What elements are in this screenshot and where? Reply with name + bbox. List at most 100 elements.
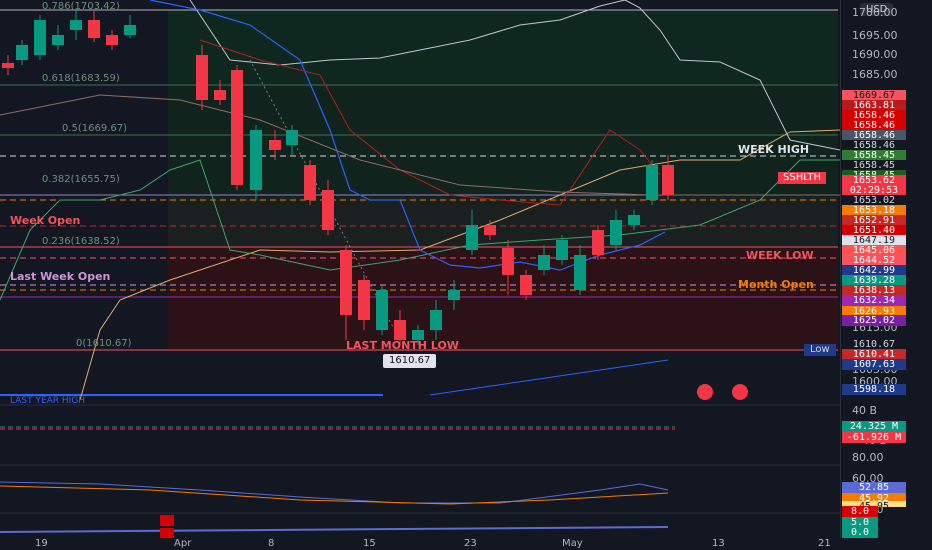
ind2-tick-60: 60.00	[852, 472, 884, 485]
candle-body	[556, 240, 568, 260]
candle-body	[106, 35, 118, 45]
candle-body	[340, 250, 352, 315]
price-badge: 1658.46	[842, 110, 906, 121]
price-badge: 1607.63	[842, 359, 906, 370]
price-badge: 1644.52	[842, 255, 906, 266]
price-badge: 1647.19	[842, 235, 906, 246]
price-badge: 1638.13	[842, 285, 906, 296]
price-badge: 1610.67	[842, 339, 906, 350]
candle-body	[124, 25, 136, 35]
time-axis[interactable]	[0, 538, 932, 550]
candle-body	[231, 70, 243, 185]
candle-body	[466, 225, 478, 250]
time-label-19: 19	[35, 538, 48, 549]
candle-body	[412, 330, 424, 340]
price-badge: 1651.40	[842, 225, 906, 236]
ind3-badge-1: 8.0	[842, 506, 878, 517]
fib-0786-label: 0.786(1703.42)	[42, 1, 120, 12]
candle-body	[52, 35, 64, 45]
event-icon[interactable]	[697, 384, 713, 400]
low-value-tooltip: 1610.67	[383, 354, 437, 368]
price-badge: 1598.18	[842, 384, 906, 395]
price-badge: 1610.41	[842, 349, 906, 360]
week-low-label: WEEK LOW	[746, 249, 814, 262]
last-week-open-label: Last Week Open	[10, 270, 111, 283]
candle-body	[250, 130, 262, 190]
candle-body	[16, 45, 28, 60]
symbol-tag[interactable]: SSHLTH	[778, 172, 827, 184]
price-badge: 1645.06	[842, 245, 906, 256]
price-badge: 1658.46	[842, 120, 906, 131]
d-marker	[160, 515, 174, 526]
candle-body	[88, 20, 100, 38]
candle-body	[214, 90, 226, 100]
time-label-8: 8	[268, 538, 275, 549]
candle-body	[322, 190, 334, 230]
ind2-badge-3: 45.95	[842, 501, 906, 507]
last-year-high-label: LAST YEAR HIGH	[10, 396, 86, 406]
price-tick: 1695.00	[852, 29, 898, 42]
candle-body	[304, 165, 316, 200]
price-tick: 1685.00	[852, 68, 898, 81]
week-high-label: WEEK HIGH	[738, 143, 810, 156]
price-tick: 1690.00	[852, 48, 898, 61]
price-badge: 1663.81	[842, 100, 906, 111]
candle-body	[574, 255, 586, 290]
price-badge: 1632.34	[842, 295, 906, 306]
fib-05-label: 0.5(1669.67)	[62, 123, 128, 134]
d-marker	[160, 528, 174, 538]
candle-body	[448, 290, 460, 300]
ind1-tick-top: 40 B	[852, 404, 878, 417]
fib-0382-label: 0.382(1655.75)	[42, 174, 120, 185]
candle-body	[520, 275, 532, 295]
candle-body	[70, 20, 82, 30]
ind2-badge-1: 52.85	[842, 482, 906, 493]
low-tag: Low	[804, 344, 836, 356]
price-badge: 1658.46	[842, 130, 906, 141]
price-badge: 1652.91	[842, 215, 906, 226]
price-badge: 1658.46	[842, 140, 906, 151]
price-badge: 1625.02	[842, 315, 906, 326]
price-badge: 1639.28	[842, 275, 906, 286]
price-badge: 1653.18	[842, 205, 906, 216]
candle-body	[502, 248, 514, 275]
event-icon[interactable]	[732, 384, 748, 400]
price-badge: 02:29:53	[842, 185, 906, 196]
week-open-label: Week Open	[10, 214, 81, 227]
price-badge: 1642.99	[842, 265, 906, 276]
candle-body	[34, 20, 46, 55]
candle-body	[628, 215, 640, 225]
time-label-23: 23	[464, 538, 477, 549]
candle-body	[430, 310, 442, 330]
time-label-13: 13	[712, 538, 725, 549]
candle-body	[196, 55, 208, 100]
fib-0-label: 0(1610.67)	[76, 338, 132, 349]
time-label-apr: Apr	[174, 538, 192, 549]
candle-body	[610, 220, 622, 245]
candle-body	[394, 320, 406, 340]
ind1-badge-pos: 24.325 M	[842, 421, 906, 432]
time-label-may: May	[562, 538, 583, 549]
time-label-15: 15	[363, 538, 376, 549]
candle-body	[662, 165, 674, 195]
candle-body	[2, 63, 14, 68]
candle-body	[286, 130, 298, 145]
ind2-tick-80: 80.00	[852, 451, 884, 464]
ind3-badge-2: 5.0	[842, 517, 878, 528]
candle-body	[269, 140, 281, 150]
price-badge: 1658.45	[842, 150, 906, 161]
candle-body	[592, 230, 604, 255]
time-label-21: 21	[818, 538, 831, 549]
price-tick: 1700.00	[852, 6, 898, 19]
ind1-badge-neg: -61.926 M	[842, 432, 906, 443]
price-badge: 1658.45	[842, 160, 906, 171]
candle-body	[646, 165, 658, 200]
price-chart-canvas[interactable]	[0, 0, 840, 538]
fib-0618-label: 0.618(1683.59)	[42, 73, 120, 84]
candle-body	[484, 225, 496, 235]
currency-label[interactable]: USD	[860, 3, 894, 16]
last-month-low-label: LAST MONTH LOW	[346, 339, 459, 352]
month-open-label: Month Open	[738, 278, 814, 291]
candle-body	[376, 290, 388, 330]
candle-body	[358, 280, 370, 320]
